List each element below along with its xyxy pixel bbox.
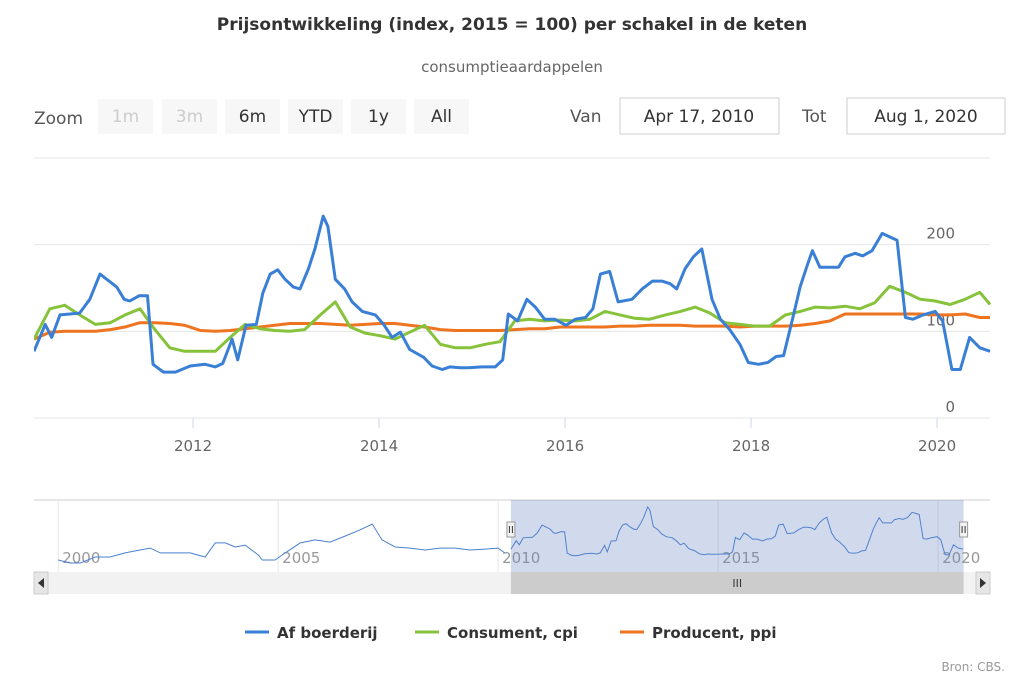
to-input[interactable] (846, 97, 1006, 135)
x-tick-label: 2014 (360, 437, 398, 455)
zoom-label: Zoom (34, 109, 83, 129)
navigator-handle[interactable] (959, 521, 969, 538)
chart-title: Prijsontwikkeling (index, 2015 = 100) pe… (217, 15, 807, 35)
zoom-button-label[interactable]: 6m (239, 107, 266, 127)
zoom-button[interactable] (225, 99, 280, 134)
y-tick-label: 0 (945, 398, 955, 416)
legend-label[interactable]: Producent, ppi (652, 624, 777, 642)
zoom-button[interactable] (351, 99, 406, 134)
navigator-line (510, 505, 964, 557)
zoom-button[interactable] (414, 99, 469, 134)
navigator-tick-label: 2015 (722, 549, 760, 567)
from-label: Van (570, 107, 602, 127)
y-tick-label: 200 (926, 225, 955, 243)
from-value[interactable]: Apr 17, 2010 (644, 107, 755, 127)
scrollbar-right-arrow (980, 578, 986, 588)
navigator-line (58, 523, 505, 564)
zoom-button[interactable] (288, 99, 343, 134)
zoom-button[interactable] (98, 99, 153, 134)
navigator-tick-label: 2010 (502, 549, 540, 567)
scrollbar-grip: III (732, 577, 742, 590)
navigator-tick-label: 2000 (62, 549, 100, 567)
zoom-button-label[interactable]: All (431, 107, 452, 127)
navigator-tick-label: 2020 (942, 549, 980, 567)
navigator-selection[interactable] (510, 500, 964, 572)
x-tick-label: 2016 (546, 437, 584, 455)
x-tick-label: 2020 (918, 437, 956, 455)
legend-label[interactable]: Consument, cpi (447, 624, 578, 642)
zoom-button-label[interactable]: 1m (112, 107, 139, 127)
plot-area (34, 214, 991, 374)
zoom-button[interactable] (162, 99, 217, 134)
from-input[interactable] (619, 97, 780, 135)
to-label: Tot (801, 107, 827, 127)
series-line (34, 312, 991, 341)
x-tick-label: 2012 (174, 437, 212, 455)
scrollbar-left-arrow (38, 578, 44, 588)
chart-subtitle: consumptieaardappelen (421, 58, 603, 76)
to-value[interactable]: Aug 1, 2020 (874, 107, 978, 127)
navigator-handle[interactable] (506, 521, 516, 538)
source-note: Bron: CBS. (941, 660, 1005, 674)
series-line (34, 214, 991, 374)
navigator-tick-label: 2005 (282, 549, 320, 567)
legend-label[interactable]: Af boerderij (277, 624, 378, 642)
zoom-button-label[interactable]: 1y (368, 107, 389, 127)
zoom-button-label[interactable]: YTD (298, 107, 333, 127)
scrollbar-thumb[interactable] (510, 572, 964, 594)
x-tick-label: 2018 (732, 437, 770, 455)
series-line (34, 284, 991, 353)
zoom-button-label[interactable]: 3m (176, 107, 203, 127)
